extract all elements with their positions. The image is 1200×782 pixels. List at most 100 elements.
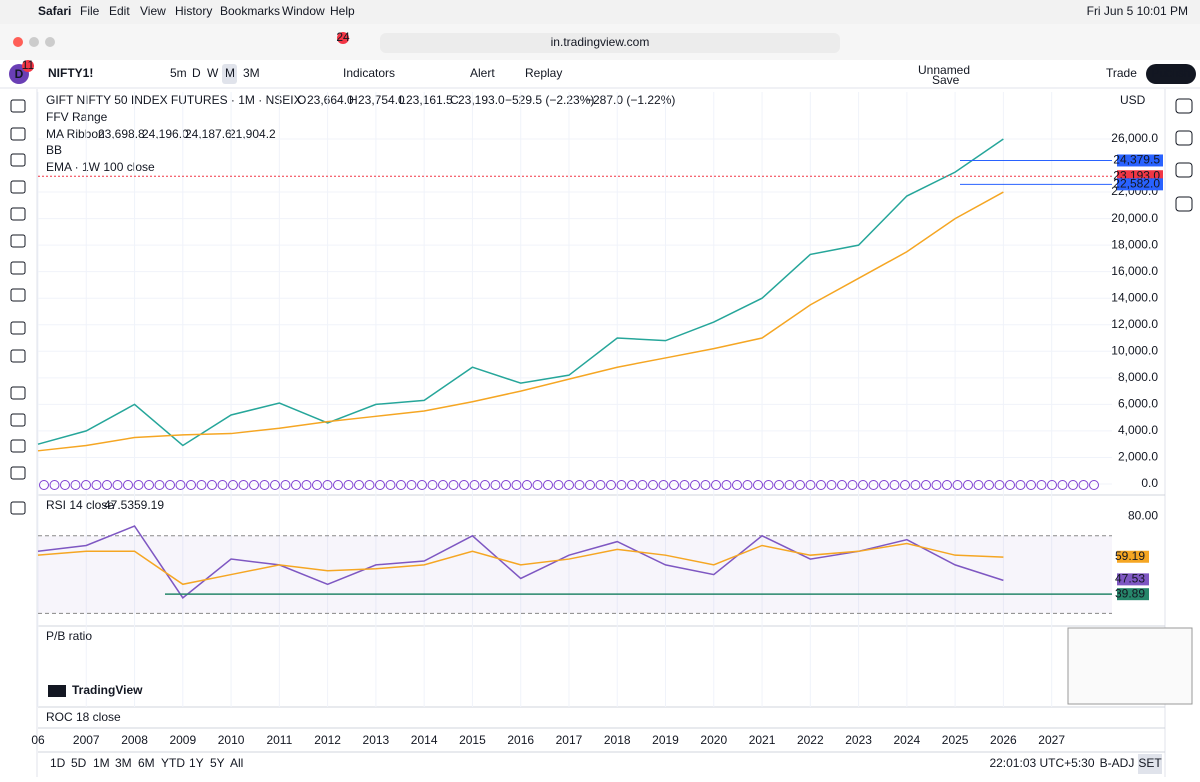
- adjust[interactable]: B-ADJ: [1100, 756, 1135, 770]
- tool-icon[interactable]: [10, 321, 26, 335]
- url-field[interactable]: [380, 33, 840, 53]
- max-btn[interactable]: [45, 37, 55, 47]
- range-button[interactable]: 5Y: [210, 756, 225, 770]
- interval[interactable]: 5m: [170, 66, 187, 80]
- menu-item[interactable]: History: [175, 4, 212, 18]
- ohlc: L: [399, 93, 406, 107]
- event-marker: [49, 480, 60, 490]
- event-marker: [1005, 480, 1015, 490]
- tool-icon[interactable]: [10, 413, 26, 427]
- indicator-label: 24,196.0: [142, 127, 189, 141]
- interval[interactable]: W: [207, 66, 219, 80]
- event-marker: [543, 480, 553, 490]
- tool-icon[interactable]: [10, 207, 26, 221]
- menu-item[interactable]: Help: [330, 4, 355, 18]
- close-btn[interactable]: [13, 37, 23, 47]
- range-button[interactable]: 5D: [71, 756, 87, 770]
- event-marker: [112, 480, 123, 490]
- event-marker: [322, 480, 333, 490]
- side-icon[interactable]: [1175, 162, 1193, 178]
- indicators[interactable]: Indicators: [343, 66, 395, 80]
- replay[interactable]: Replay: [525, 66, 562, 80]
- event-marker: [627, 480, 637, 490]
- menubar: [0, 0, 1200, 24]
- ohlc: C: [450, 93, 459, 107]
- thumbnail: [1067, 627, 1193, 705]
- tool-icon[interactable]: [10, 386, 26, 400]
- rsi-label: 39.89: [1115, 586, 1145, 600]
- indicator-label: RSI 14 close: [46, 498, 114, 512]
- rsi-label-box: [1117, 573, 1149, 586]
- save[interactable]: Save: [932, 73, 960, 87]
- event-marker: [1078, 480, 1089, 490]
- price-line: [37, 138, 1004, 447]
- event-marker: [354, 480, 364, 490]
- trade[interactable]: Trade: [1106, 66, 1137, 80]
- menu-item[interactable]: View: [140, 4, 166, 18]
- range-button[interactable]: 1D: [50, 756, 66, 770]
- layout-name[interactable]: Unnamed: [918, 63, 970, 77]
- x-tick-label: 2018: [604, 733, 631, 747]
- event-marker: [333, 480, 343, 490]
- event-marker: [490, 480, 501, 490]
- min-btn[interactable]: [29, 37, 39, 47]
- tool-icon[interactable]: [10, 349, 26, 363]
- range-button[interactable]: YTD: [161, 756, 185, 770]
- interval[interactable]: 3M: [243, 66, 260, 80]
- range-button[interactable]: All: [230, 756, 243, 770]
- tool-icon[interactable]: [10, 234, 26, 248]
- rsi-label-box: [1117, 550, 1149, 563]
- avatar-badge: [22, 60, 34, 72]
- tool-icon[interactable]: [10, 501, 26, 515]
- tool-icon[interactable]: [10, 153, 26, 167]
- symbol[interactable]: NIFTY1!: [48, 66, 93, 80]
- range-button[interactable]: 1M: [93, 756, 110, 770]
- set[interactable]: SET: [1138, 756, 1162, 770]
- tool-icon[interactable]: [10, 180, 26, 194]
- y-tick-label: 26,000.0: [1111, 131, 1158, 145]
- event-marker: [994, 480, 1005, 490]
- x-tick-label: 2007: [73, 733, 100, 747]
- event-marker: [637, 480, 648, 490]
- x-tick-label: 2025: [942, 733, 969, 747]
- menu-item[interactable]: File: [80, 4, 100, 18]
- ohlc: 23,664.0: [307, 93, 354, 107]
- event-marker: [942, 480, 952, 490]
- indicator-value: 47.53: [104, 498, 134, 512]
- interval[interactable]: D: [192, 66, 201, 80]
- publish-button[interactable]: [1146, 64, 1196, 84]
- range-button[interactable]: 3M: [115, 756, 132, 770]
- tool-icon[interactable]: [10, 466, 26, 480]
- event-marker: [1047, 480, 1057, 490]
- menu-item[interactable]: Window: [282, 4, 325, 18]
- interval[interactable]: M: [225, 66, 235, 80]
- x-tick-label: 2027: [1038, 733, 1065, 747]
- event-marker: [217, 480, 228, 490]
- tool-icon[interactable]: [10, 261, 26, 275]
- tool-icon[interactable]: [10, 439, 26, 453]
- event-marker: [711, 480, 721, 490]
- event-marker: [459, 480, 469, 490]
- event-marker: [816, 480, 826, 490]
- menu-item[interactable]: Edit: [109, 4, 130, 18]
- event-marker: [921, 480, 931, 490]
- side-icon[interactable]: [1175, 196, 1193, 212]
- ohlc: 23,161.5: [406, 93, 453, 107]
- tool-icon[interactable]: [10, 288, 26, 302]
- side-icon[interactable]: [1175, 130, 1193, 146]
- range-button[interactable]: 6M: [138, 756, 155, 770]
- event-marker: [70, 480, 81, 490]
- set-bg: [1138, 754, 1162, 774]
- side-icon[interactable]: [1175, 98, 1193, 114]
- range-button[interactable]: 1Y: [189, 756, 204, 770]
- alert[interactable]: Alert: [470, 66, 495, 80]
- clock: 22:01:03 UTC+5:30: [989, 756, 1094, 770]
- menu-item[interactable]: Safari: [38, 4, 71, 18]
- ohlc: O: [297, 93, 306, 107]
- publish[interactable]: Publish: [1151, 66, 1190, 80]
- tool-icon[interactable]: [10, 127, 26, 141]
- tool-icon[interactable]: [10, 99, 26, 113]
- price-label-box: [1117, 154, 1163, 167]
- menu-item[interactable]: Bookmarks: [220, 4, 280, 18]
- y-tick-label: 20,000.0: [1111, 211, 1158, 225]
